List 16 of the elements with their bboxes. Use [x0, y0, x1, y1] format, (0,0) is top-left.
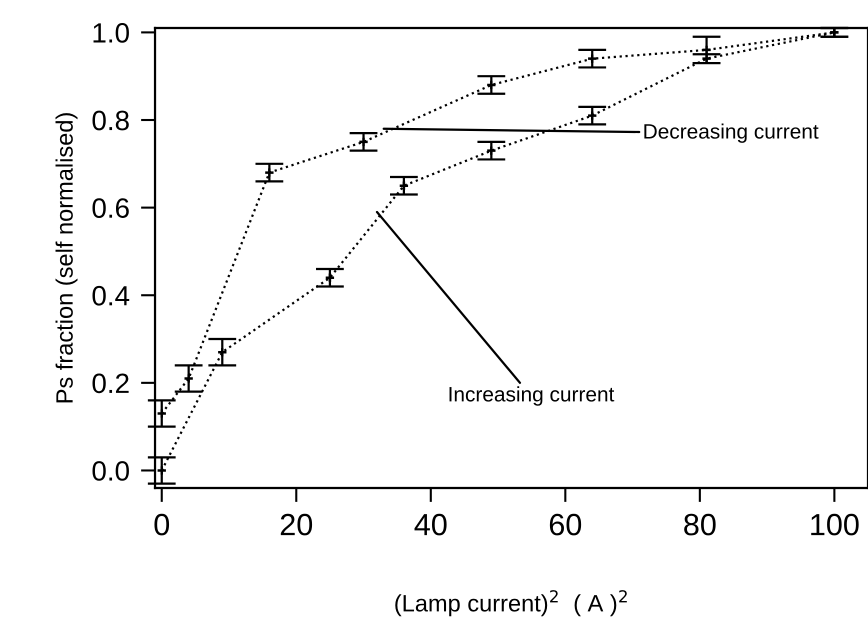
- y-tick-label: 0.6: [92, 198, 129, 218]
- x-tick-label: 60: [550, 514, 582, 536]
- x-tick-label: 80: [684, 514, 716, 536]
- x-tick-label: 40: [414, 514, 447, 536]
- y-tick-label: 0.4: [92, 286, 130, 306]
- x-tick-label: 20: [280, 514, 312, 536]
- y-tick-label: 1.0: [94, 23, 129, 43]
- y-tick-label: 0.2: [92, 374, 129, 394]
- y-axis-title: Ps fraction (self normalised): [56, 113, 78, 402]
- y-tick-label: 0.8: [92, 110, 129, 130]
- x-axis-title: (Lamp current)$^{2}$ ( A )$^{2}$: [395, 590, 627, 616]
- x-tick-label: 100: [811, 514, 859, 536]
- annotation: Decreasing current: [644, 123, 819, 143]
- x-tick-label: 0: [154, 514, 170, 536]
- annotation: Increasing current: [450, 386, 614, 406]
- y-tick-label: 0.0: [92, 461, 129, 481]
